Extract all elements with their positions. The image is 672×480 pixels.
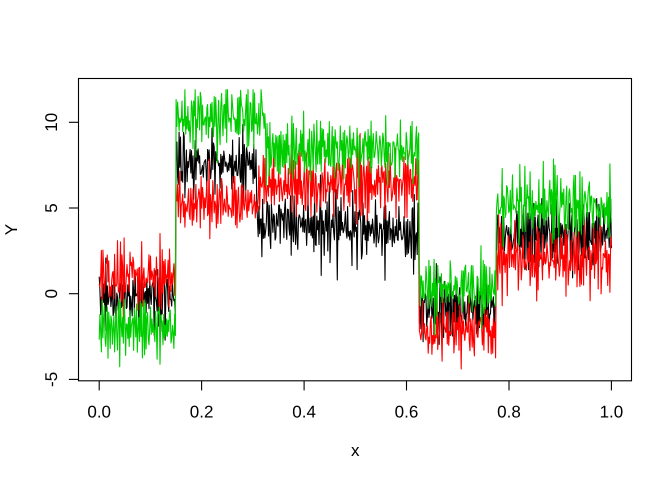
svg-text:x: x xyxy=(351,441,360,460)
svg-text:Y: Y xyxy=(2,224,21,235)
svg-text:0.6: 0.6 xyxy=(395,403,419,422)
svg-text:0.8: 0.8 xyxy=(497,403,521,422)
svg-text:0.4: 0.4 xyxy=(292,403,316,422)
svg-text:10: 10 xyxy=(42,113,61,132)
svg-text:5: 5 xyxy=(42,203,61,212)
svg-text:-5: -5 xyxy=(42,372,61,387)
svg-text:0.0: 0.0 xyxy=(87,403,111,422)
svg-text:1.0: 1.0 xyxy=(600,403,624,422)
svg-text:0.2: 0.2 xyxy=(190,403,214,422)
svg-text:0: 0 xyxy=(42,289,61,298)
